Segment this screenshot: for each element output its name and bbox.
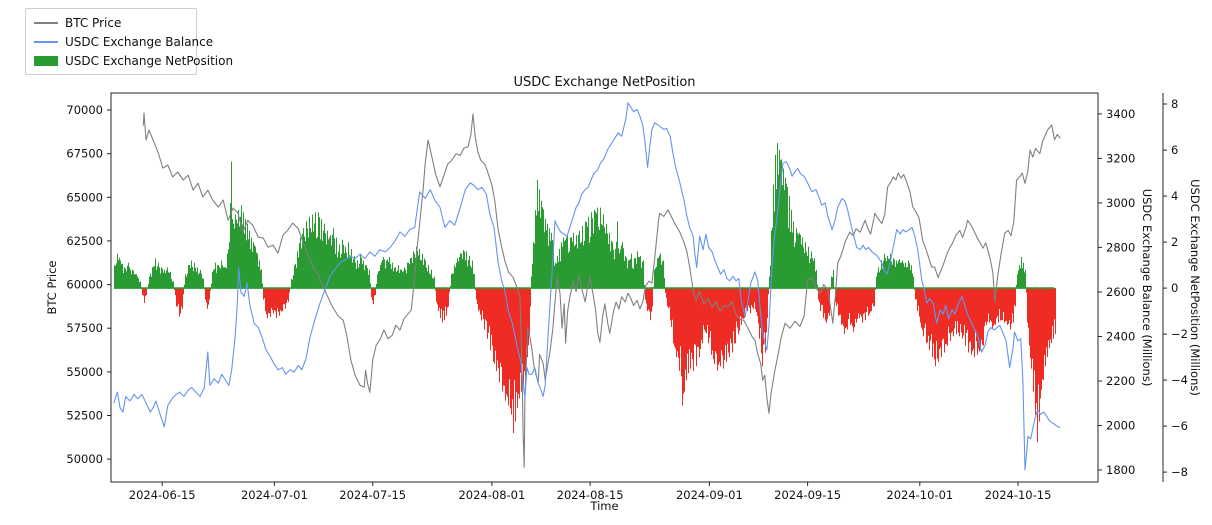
svg-text:2024-09-01: 2024-09-01 [676, 488, 743, 502]
svg-text:2024-08-01: 2024-08-01 [458, 488, 525, 502]
svg-text:2024-08-15: 2024-08-15 [557, 488, 624, 502]
usdc-balance-line [113, 102, 1061, 471]
svg-text:2024-06-15: 2024-06-15 [129, 488, 196, 502]
svg-text:2024-09-15: 2024-09-15 [774, 488, 841, 502]
svg-text:0: 0 [1171, 281, 1178, 295]
svg-text:−2: −2 [1171, 327, 1188, 341]
y-axis-label-netposition: USDC Exchange NetPosition (Millions) [1188, 179, 1202, 396]
svg-text:2200: 2200 [1106, 374, 1135, 388]
svg-text:1800: 1800 [1106, 463, 1135, 477]
plot-area: 2024-06-15 2024-07-01 2024-07-15 2024-08-01… [66, 92, 1188, 502]
y-axis-label-btc: BTC Price [45, 261, 59, 315]
plot-border [110, 92, 1099, 483]
btc-price-line [142, 112, 1061, 468]
svg-text:8: 8 [1171, 97, 1178, 111]
legend-label: USDC Exchange Balance [65, 34, 214, 49]
svg-text:−8: −8 [1171, 465, 1188, 479]
svg-text:4: 4 [1171, 189, 1178, 203]
svg-text:70000: 70000 [66, 103, 103, 117]
netposition-bars-negative [141, 288, 1056, 443]
btc-line-swatch-icon [34, 13, 58, 32]
svg-text:2400: 2400 [1106, 329, 1135, 343]
legend-item-usdc-netposition: USDC Exchange NetPosition [34, 51, 233, 70]
svg-text:3400: 3400 [1106, 107, 1135, 121]
svg-text:67500: 67500 [66, 147, 103, 161]
svg-text:2600: 2600 [1106, 285, 1135, 299]
svg-text:−4: −4 [1171, 373, 1188, 387]
svg-text:2800: 2800 [1106, 240, 1135, 254]
chart-title: USDC Exchange NetPosition [513, 75, 695, 90]
legend-label: BTC Price [65, 15, 122, 30]
svg-text:3000: 3000 [1106, 196, 1135, 210]
legend-item-usdc-balance: USDC Exchange Balance [34, 32, 213, 51]
netposition-bars-positive [114, 143, 1026, 289]
svg-text:2: 2 [1171, 235, 1178, 249]
svg-text:50000: 50000 [66, 452, 103, 466]
svg-text:2000: 2000 [1106, 418, 1135, 432]
svg-text:55000: 55000 [66, 365, 103, 379]
balance-line-swatch-icon [34, 32, 58, 51]
legend-item-btc-price: BTC Price [34, 13, 188, 32]
svg-text:62500: 62500 [66, 234, 103, 248]
svg-text:57500: 57500 [66, 321, 103, 335]
svg-text:6: 6 [1171, 143, 1178, 157]
svg-text:65000: 65000 [66, 190, 103, 204]
netposition-patch-swatch-icon [34, 51, 58, 70]
svg-text:2024-07-15: 2024-07-15 [339, 488, 406, 502]
svg-text:−6: −6 [1171, 419, 1188, 433]
svg-text:3200: 3200 [1106, 151, 1135, 165]
y-axis-label-balance: USDC Exchange Balance (Millions) [1140, 189, 1154, 387]
svg-text:2024-10-01: 2024-10-01 [886, 488, 953, 502]
svg-text:2024-07-01: 2024-07-01 [241, 488, 308, 502]
legend: BTC Price USDC Exchange Balance USDC Exc… [25, 8, 233, 75]
svg-text:2024-10-15: 2024-10-15 [985, 488, 1052, 502]
svg-text:52500: 52500 [66, 408, 103, 422]
x-axis-label: Time [589, 499, 618, 513]
legend-label: USDC Exchange NetPosition [65, 53, 234, 68]
svg-text:60000: 60000 [66, 278, 103, 292]
